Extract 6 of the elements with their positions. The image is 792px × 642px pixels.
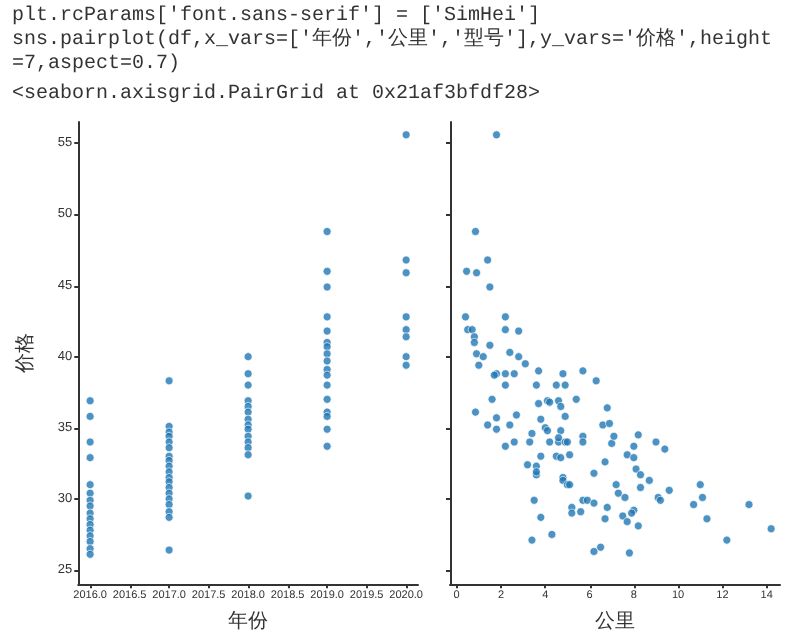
y-axis-title: 价格: [13, 333, 37, 376]
text: <seaborn.axisgrid.PairGrid at 0x21af3bfdf28>: [12, 84, 543, 108]
text: sns.pairplot(df,x_vars=['年份','公里','型号'],y_vars='价格',height=7,aspect=0.7): [12, 30, 775, 78]
x-axis-title: 年份: [228, 609, 269, 633]
x-axis-title: 公里: [595, 609, 635, 633]
text: plt.rcParams['font.sans-serif'] = ['SimHei']: [12, 6, 543, 28]
